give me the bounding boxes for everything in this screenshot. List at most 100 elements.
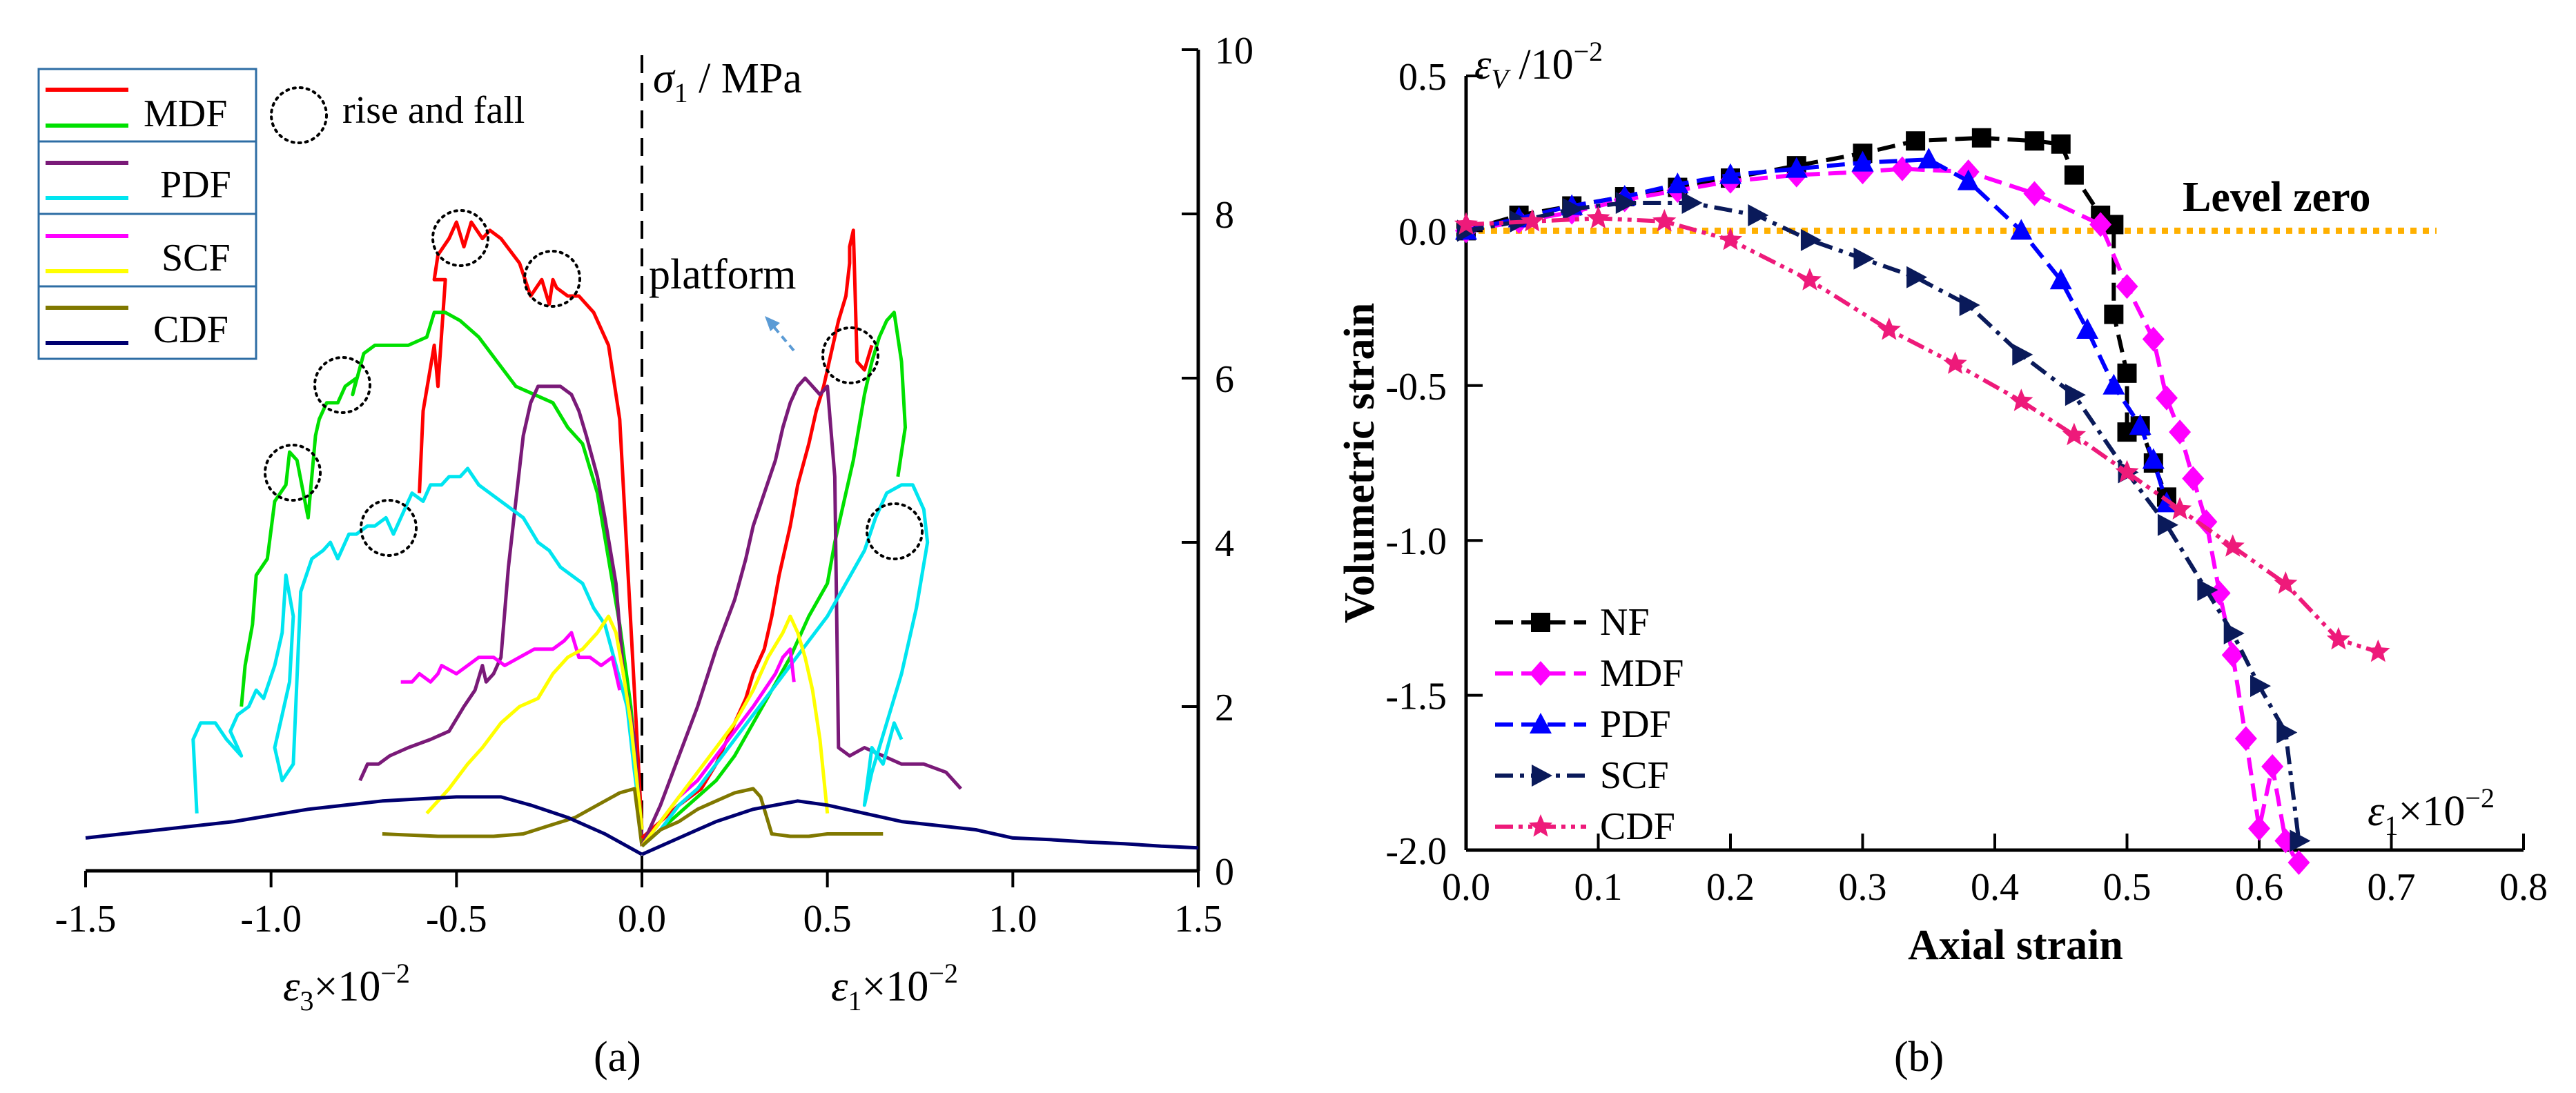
data-point: [1681, 192, 1703, 215]
series-lines-b: [1454, 128, 2390, 875]
y-ticks-b: 0.5 0.0 -0.5 -1.0 -1.5 -2.0: [1385, 56, 1483, 873]
y-axis-title-b: Volumetric strain: [1336, 303, 1383, 623]
data-point: [1851, 150, 1874, 172]
data-point: [2195, 509, 2218, 535]
x-tick-label-a: -0.5: [426, 898, 487, 941]
series-line: [382, 787, 644, 847]
legend-label-b: CDF: [1600, 805, 1675, 848]
y-tick-label-b: -0.5: [1385, 366, 1447, 408]
data-point: [2250, 675, 2271, 698]
series-line: [641, 311, 907, 848]
data-point: [2116, 274, 2138, 299]
annotation-circles: [264, 86, 924, 560]
data-point: [2276, 721, 2298, 744]
x-tick-label-a: 1.5: [1174, 898, 1222, 941]
circle-mark: [360, 499, 418, 557]
data-point: [2169, 420, 2192, 445]
data-point: [2010, 219, 2033, 240]
legend-label-b: MDF: [1600, 652, 1684, 695]
y-tick-label-a: 2: [1215, 687, 1234, 729]
data-point: [2155, 385, 2178, 411]
legend-box-cdf: [37, 285, 257, 360]
data-point: [1785, 157, 1808, 178]
data-point: [1532, 765, 1552, 787]
y-axis-title-eps-b: εV /10−2: [1474, 36, 1603, 95]
x-axis-title-b: Axial strain: [1908, 922, 2123, 969]
data-point: [2129, 414, 2151, 435]
eps1-label-b: ε1×10−2: [2368, 782, 2495, 841]
data-point: [2049, 268, 2072, 290]
series-line: [641, 614, 830, 847]
data-point: [2089, 212, 2112, 237]
legend-label: MDF: [144, 92, 227, 135]
data-point: [2182, 466, 2205, 491]
level-zero-label: Level zero: [2183, 174, 2371, 221]
circle-mark: [821, 326, 879, 384]
panel-a: -1.5 -1.0 -0.5 0.0 0.5 1.0 1.5 0 2 4 6 8 10 platfor…: [37, 30, 1253, 1081]
circle-mark: [431, 209, 489, 267]
x-tick-label-a: 0.0: [618, 898, 666, 941]
y-tick-label-b: -1.0: [1385, 520, 1447, 563]
data-point: [1454, 212, 1479, 235]
data-point: [1528, 814, 1553, 837]
x-tick-label-b: 0.5: [2103, 866, 2151, 909]
series-line: [425, 614, 644, 830]
panel-b: Level zero 0.0 0.1 0.2 0.3 0.4 0.5 0.6 0.7 0.8 0…: [1336, 36, 2548, 1081]
data-point: [2024, 131, 2045, 151]
data-point: [1530, 713, 1552, 733]
data-point: [2223, 622, 2245, 644]
series-line: [1465, 201, 2301, 841]
series-line: [641, 483, 930, 848]
circle-mark: [866, 502, 924, 560]
data-point: [2248, 816, 2270, 841]
data-point: [2009, 388, 2033, 411]
data-point: [1652, 208, 1677, 232]
x-ticks-b: 0.0 0.1 0.2 0.3 0.4 0.5 0.6 0.7 0.8: [1442, 834, 2548, 909]
y-tick-label-a: 6: [1215, 358, 1234, 401]
data-point: [2366, 639, 2390, 662]
panel-b-label: (b): [1894, 1034, 1944, 1081]
circle-mark: [270, 86, 328, 144]
circle-mark: [264, 444, 322, 502]
data-point: [1563, 197, 1584, 220]
data-point: [1520, 208, 1544, 232]
series-line: [1465, 135, 2169, 498]
x-tick-label-b: 0.0: [1442, 866, 1490, 909]
data-point: [2157, 513, 2178, 536]
data-point: [1666, 173, 1689, 194]
legend-label-b: SCF: [1600, 754, 1669, 797]
y-ticks-a: 0 2 4 6 8 10: [1182, 30, 1253, 894]
x-tick-label-b: 0.6: [2235, 866, 2283, 909]
series-lines-a: [85, 220, 1199, 856]
x-tick-label-a: 0.5: [803, 898, 852, 941]
data-point: [2261, 754, 2284, 779]
data-point: [1531, 613, 1550, 632]
legend-label-b: NF: [1600, 601, 1650, 644]
data-point: [1971, 128, 1991, 148]
series-line: [191, 466, 644, 830]
series-line: [640, 376, 962, 847]
data-point: [2051, 134, 2071, 154]
x-tick-label-a: -1.0: [240, 898, 302, 941]
series-line: [641, 799, 1199, 856]
series-line: [641, 787, 884, 848]
y-tick-label-a: 8: [1215, 194, 1234, 237]
platform-arrow: [765, 316, 795, 352]
series-line: [1465, 157, 2169, 504]
data-point: [2290, 829, 2311, 852]
y-axis-title-a: σ1 / MPa: [653, 55, 802, 108]
x-axis-title-left: ε3×10−2: [283, 958, 410, 1016]
data-point: [2065, 384, 2086, 406]
data-point: [1719, 163, 1741, 184]
data-point: [1906, 266, 1928, 288]
data-point: [2104, 304, 2124, 324]
data-point: [2064, 165, 2084, 185]
x-tick-label-b: 0.3: [1839, 866, 1887, 909]
data-point: [1906, 131, 1926, 151]
data-point: [2326, 627, 2350, 650]
x-tick-label-b: 0.4: [1971, 866, 2019, 909]
data-point: [2221, 642, 2244, 668]
x-tick-label-a: -1.5: [55, 898, 117, 941]
data-point: [2197, 579, 2218, 602]
